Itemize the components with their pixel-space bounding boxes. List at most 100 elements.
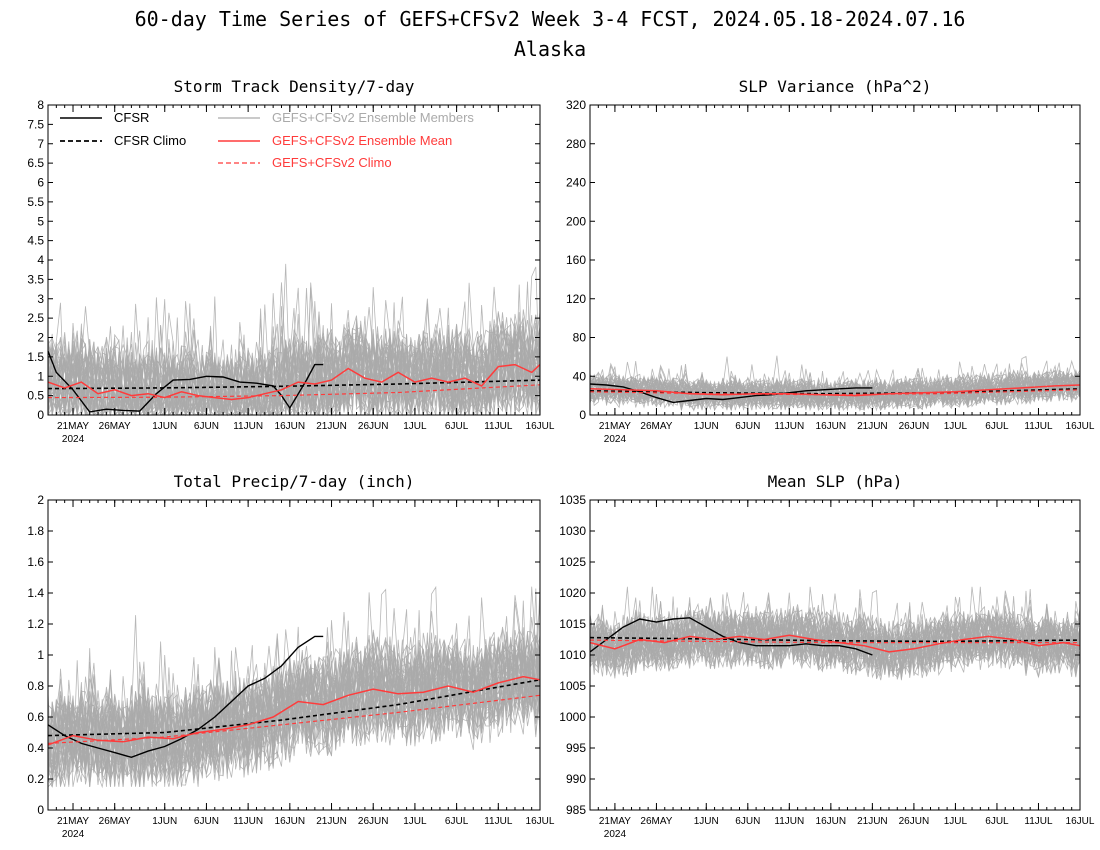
- series-line-gefs-cfsv2-climo: [589, 639, 1080, 644]
- y-axis: 0 0.2 0.4 0.6 0.8 1 1.2 1.4 1.6 1.8 2: [27, 493, 540, 817]
- x-tick-label: 11JUL: [484, 816, 513, 827]
- y-tick-label: 5: [37, 214, 44, 228]
- legend-label: GEFS+CFSv2 Ensemble Mean: [272, 133, 452, 148]
- ensemble-member-line: [589, 362, 1081, 410]
- y-tick-label: 1030: [559, 524, 586, 538]
- y-tick-label: 3.5: [27, 272, 44, 286]
- series-line-gefs-cfsv2-climo: [47, 384, 541, 399]
- y-tick-label: 1.4: [27, 586, 44, 600]
- x-tick-label: 6JUL: [985, 816, 1009, 827]
- series-line-gefs-cfsv2-ensemble-mean: [47, 675, 541, 746]
- x-tick-label: 16JUN: [816, 421, 847, 432]
- y-tick-label: 1: [37, 648, 44, 662]
- ensemble-member-line: [47, 639, 541, 788]
- y-tick-label: 320: [566, 98, 586, 112]
- y-tick-label: 240: [566, 176, 586, 190]
- x-axis: 21MAY 26MAY 1JUN 6JUN 11JUN 16JUN 21JUN 26JUN 1J…: [47, 105, 555, 445]
- x-tick-label: 6JUN: [735, 816, 760, 827]
- x-tick-label: 11JUN: [233, 816, 263, 827]
- x-tick-label: 1JUN: [694, 421, 719, 432]
- x-tick-label: 1JUN: [694, 816, 719, 827]
- y-tick-label: 160: [566, 253, 586, 267]
- series-line-gefs-cfsv2-ensemble-mean: [47, 363, 541, 401]
- ensemble-members: [47, 584, 541, 789]
- x-tick-label: 11JUL: [1024, 816, 1053, 827]
- x-tick-label: 16JUL: [526, 816, 555, 827]
- y-tick-label: 1.8: [27, 524, 44, 538]
- x-tick-label: 6JUL: [445, 421, 469, 432]
- y-tick-label: 80: [573, 331, 587, 345]
- y-tick-label: 280: [566, 137, 586, 151]
- x-tick-label: 11JUN: [774, 816, 804, 827]
- x-tick-label: 26JUN: [899, 421, 930, 432]
- y-tick-label: 7.5: [27, 117, 44, 131]
- x-tick-label: 11JUL: [484, 421, 513, 432]
- y-tick-label: 1.5: [27, 350, 44, 364]
- series-line-gefs-cfsv2-ensemble-mean: [589, 384, 1081, 397]
- x-tick-label: 21JUN: [857, 816, 888, 827]
- x-tick-label: 26MAY: [640, 816, 672, 827]
- ensemble-member-line: [589, 360, 1081, 410]
- legend-label: CFSR Climo: [114, 133, 186, 148]
- y-tick-label: 2.5: [27, 311, 44, 325]
- y-tick-label: 1: [37, 369, 44, 383]
- y-tick-label: 200: [566, 214, 586, 228]
- chart-panel-1: Storm Track Density/7-day 0 0.5 1 1.5 2 2.5 3 3.…: [27, 77, 555, 445]
- x-tick-label: 16JUL: [526, 421, 555, 432]
- ensemble-member-line: [589, 603, 1081, 678]
- x-year-label: 2024: [62, 434, 85, 445]
- x-tick-label: 26JUN: [358, 816, 389, 827]
- x-tick-label: 21JUN: [316, 816, 347, 827]
- x-axis: 21MAY 26MAY 1JUN 6JUN 11JUN 16JUN 21JUN 26JUN 1J…: [47, 500, 555, 840]
- ensemble-member-line: [47, 600, 541, 784]
- y-axis: 0 0.5 1 1.5 2 2.5 3 3.5 4 4.5 5 5.5 6 6.5 7 7.5 8: [27, 98, 540, 422]
- y-axis: 0 40 80 120 160 200 240 280 320: [566, 98, 1080, 422]
- figure-subtitle: Alaska: [514, 37, 586, 61]
- x-tick-label: 16JUN: [816, 816, 847, 827]
- x-tick-label: 1JUN: [152, 816, 177, 827]
- ensemble-member-line: [589, 362, 1081, 412]
- y-tick-label: 1005: [559, 679, 586, 693]
- y-tick-label: 6: [37, 176, 44, 190]
- chart-panel-3: Total Precip/7-day (inch)00.20.40.60.811…: [27, 472, 555, 840]
- legend-label: CFSR: [114, 110, 149, 125]
- ensemble-member-line: [589, 369, 1081, 411]
- series-line-cfsr: [589, 383, 873, 404]
- x-year-label: 2024: [604, 434, 627, 445]
- y-tick-label: 0: [37, 408, 44, 422]
- series-line-gefs-cfsv2-ensemble-mean: [589, 634, 1081, 653]
- chart-panel-2: SLP Variance (hPa^2) 0 40 80 120 160 200 240 280…: [566, 77, 1095, 445]
- y-tick-label: 1015: [559, 617, 586, 631]
- y-tick-label: 1010: [559, 648, 586, 662]
- x-tick-label: 26JUN: [358, 421, 389, 432]
- y-tick-label: 1025: [559, 555, 586, 569]
- x-tick-label: 21JUN: [857, 421, 888, 432]
- ensemble-member-line: [47, 303, 541, 417]
- x-axis: 21MAY 26MAY 1JUN 6JUN 11JUN 16JUN 21JUN 26JUN 1J…: [589, 105, 1095, 445]
- y-tick-label: 1.2: [27, 617, 44, 631]
- y-tick-label: 4.5: [27, 234, 44, 248]
- x-tick-label: 16JUL: [1066, 421, 1095, 432]
- x-tick-label: 6JUN: [194, 816, 219, 827]
- chart-panel-4: Mean SLP (hPa) 985 990 995 1000 1005 1010 1015 1…: [559, 472, 1095, 840]
- x-tick-label: 1JUL: [944, 816, 968, 827]
- x-tick-label: 21JUN: [316, 421, 347, 432]
- x-tick-label: 16JUN: [275, 816, 306, 827]
- y-tick-label: 0.4: [27, 741, 44, 755]
- series-line-cfsr: [47, 350, 324, 413]
- y-tick-label: 1000: [559, 710, 586, 724]
- ensemble-member-line: [589, 586, 1081, 672]
- ensemble-member-line: [47, 588, 541, 786]
- y-tick-label: 6.5: [27, 156, 44, 170]
- series-line-gefs-cfsv2-climo: [47, 694, 541, 744]
- plot-frame: [589, 104, 1081, 416]
- y-tick-label: 0.5: [27, 389, 44, 403]
- y-tick-label: 40: [573, 369, 587, 383]
- y-tick-label: 7: [37, 137, 44, 151]
- x-tick-label: 26MAY: [640, 421, 672, 432]
- x-tick-label: 1JUL: [403, 816, 427, 827]
- y-tick-label: 2: [37, 331, 44, 345]
- ensemble-member-line: [589, 368, 1081, 411]
- y-axis: 985 990 995 1000 1005 1010 1015 1020 1025 1030 103…: [559, 493, 1080, 817]
